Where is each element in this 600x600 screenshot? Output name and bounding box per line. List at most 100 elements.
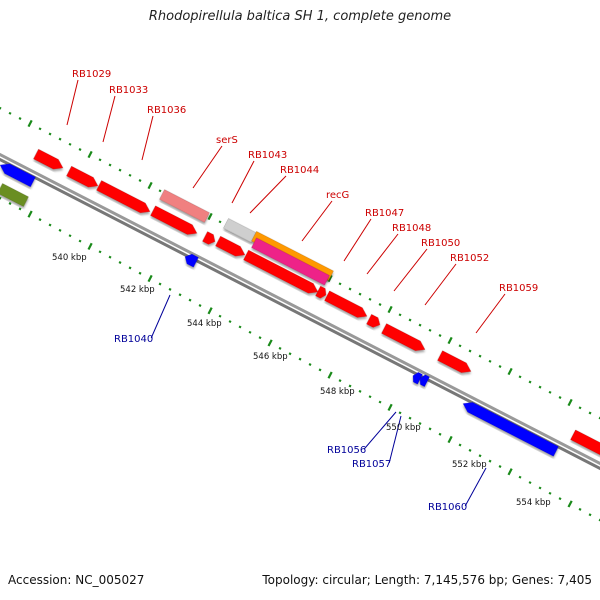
- gene-label: RB1056: [327, 445, 366, 456]
- tick-mark: [358, 389, 362, 393]
- scale-label: 542 kbp: [120, 285, 155, 295]
- leader-line: [192, 145, 223, 189]
- tick-mark: [567, 398, 573, 407]
- tick-mark: [278, 346, 282, 350]
- tick-mark: [327, 371, 333, 379]
- tick-mark: [478, 454, 482, 458]
- tick-mark: [507, 367, 513, 376]
- tick-mark: [548, 491, 552, 495]
- tick-mark: [207, 307, 213, 315]
- tick-mark: [138, 178, 142, 182]
- tick-mark: [478, 354, 482, 358]
- gene-labels: RB1029 RB1033 RB1036 serS RB1043 RB1044 recG RB…: [66, 69, 538, 513]
- tick-mark: [118, 261, 122, 265]
- tick-mark: [368, 395, 372, 399]
- tick-mark: [238, 325, 242, 329]
- tick-mark: [588, 411, 592, 415]
- scale-label: 540 kbp: [52, 253, 87, 263]
- tick-mark: [27, 210, 33, 218]
- tick-mark: [158, 282, 162, 286]
- tick-mark: [348, 287, 352, 291]
- tick-mark: [98, 250, 102, 254]
- tick-mark: [447, 435, 453, 444]
- leader-line: [150, 294, 171, 339]
- tick-mark: [267, 339, 273, 347]
- gene-feature: [381, 323, 426, 352]
- scale-label: 554 kbp: [516, 498, 551, 508]
- gene-feature: [251, 237, 330, 286]
- tick-mark: [428, 328, 432, 332]
- tick-mark: [468, 349, 472, 353]
- tick-mark: [507, 468, 513, 476]
- gene-features: [0, 148, 600, 457]
- tick-mark: [168, 287, 172, 291]
- gene-label: RB1050: [421, 238, 460, 249]
- tick-mark: [8, 202, 12, 205]
- tick-mark: [248, 330, 252, 334]
- scale-label: 544 kbp: [187, 319, 222, 329]
- inner-tick-dots: [0, 196, 600, 522]
- tick-mark: [458, 443, 462, 447]
- tick-mark: [518, 375, 522, 379]
- gene-label: RB1057: [352, 459, 391, 470]
- tick-mark: [567, 500, 573, 508]
- tick-mark: [498, 464, 502, 468]
- tick-mark: [87, 150, 93, 159]
- leader-line: [102, 95, 116, 143]
- tick-mark: [538, 385, 542, 389]
- tick-mark: [38, 218, 42, 222]
- leader-line: [231, 160, 255, 204]
- tick-mark: [387, 403, 393, 411]
- tick-mark: [128, 266, 132, 270]
- tick-mark: [108, 163, 112, 167]
- gene-label: RB1059: [499, 283, 538, 294]
- leader-line: [249, 175, 287, 214]
- gene-feature: [159, 189, 210, 223]
- tick-mark: [578, 406, 582, 410]
- tick-mark: [27, 119, 33, 128]
- leader-line: [141, 115, 154, 161]
- tick-mark: [8, 111, 12, 115]
- leader-line: [366, 233, 399, 275]
- reverse-gene-arrow: [0, 163, 36, 188]
- reverse-gene-arrow: [184, 253, 199, 268]
- tick-mark: [578, 507, 582, 511]
- tick-mark: [118, 168, 122, 172]
- tick-mark: [498, 364, 502, 368]
- tick-mark: [408, 416, 412, 420]
- tick-mark: [147, 181, 153, 190]
- tick-mark: [228, 320, 232, 324]
- tick-mark: [458, 344, 462, 348]
- gene-feature: [223, 218, 257, 243]
- gene-feature: [243, 249, 319, 294]
- leader-line: [475, 293, 506, 334]
- tick-mark: [548, 390, 552, 394]
- reverse-gene-arrow: [419, 374, 430, 388]
- tick-mark: [78, 239, 82, 243]
- gene-label: RB1060: [428, 502, 467, 513]
- gene-label: RB1043: [248, 150, 287, 161]
- tick-mark: [207, 212, 213, 221]
- tick-mark: [48, 223, 52, 227]
- tick-mark: [558, 395, 562, 399]
- tick-mark: [358, 292, 362, 296]
- tick-mark: [438, 333, 442, 337]
- tick-mark: [98, 158, 102, 162]
- tick-mark: [338, 379, 342, 383]
- map-title: Rhodopirellula baltica SH 1, complete ge…: [148, 9, 452, 24]
- leader-line: [66, 79, 79, 126]
- tick-mark: [398, 411, 402, 415]
- tick-mark: [387, 305, 393, 314]
- gene-label: RB1052: [450, 253, 489, 264]
- tick-mark: [38, 127, 42, 131]
- tick-mark: [138, 271, 142, 275]
- scale-label: 552 kbp: [452, 460, 487, 470]
- tick-mark: [428, 427, 432, 431]
- gene-feature: [150, 205, 198, 235]
- reverse-gene-arrow: [462, 402, 559, 457]
- tick-mark: [298, 357, 302, 361]
- scale-label: 550 kbp: [386, 423, 421, 433]
- tick-mark: [378, 400, 382, 404]
- tick-mark: [368, 297, 372, 301]
